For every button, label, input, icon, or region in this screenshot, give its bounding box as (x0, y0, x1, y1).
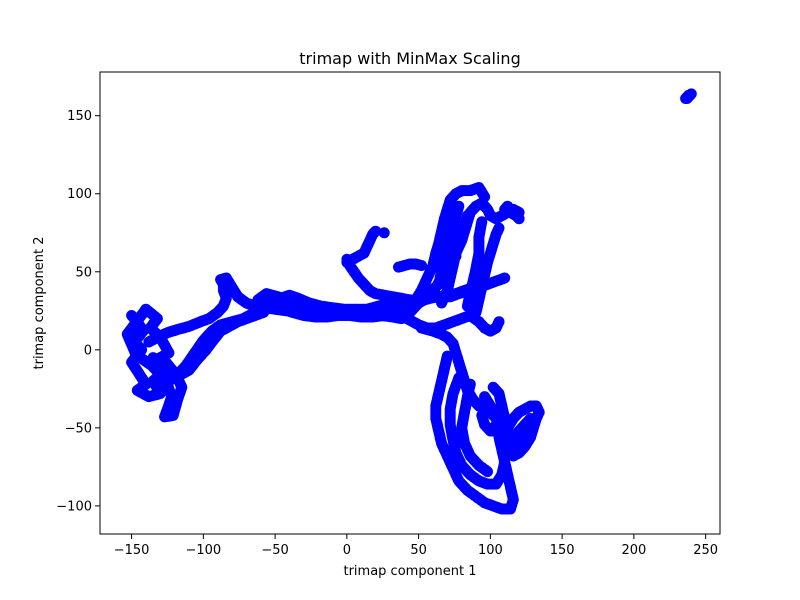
x-axis: −150 −100 −50 0 50 100 150 200 250 (114, 534, 718, 558)
scatter-point (378, 227, 390, 239)
y-tick-label: 50 (75, 265, 92, 280)
scatter-point (398, 303, 410, 315)
scatter-point (370, 225, 382, 237)
scatter-point (493, 316, 505, 328)
x-tick-label: 200 (621, 543, 646, 558)
x-tick-label: 0 (343, 543, 351, 558)
x-tick-label: −100 (185, 543, 221, 558)
scatter-point (493, 222, 505, 234)
scatter-point (416, 260, 427, 271)
x-tick-label: 150 (550, 543, 575, 558)
chart-title: trimap with MinMax Scaling (299, 49, 520, 68)
scatter-point (499, 272, 511, 284)
y-tick-label: 0 (84, 343, 92, 358)
scatter-point (681, 93, 693, 104)
scatter-point (487, 381, 499, 393)
y-tick-label: 100 (67, 187, 92, 202)
y-tick-label: 150 (67, 109, 92, 124)
data-points (121, 88, 697, 515)
x-tick-label: −150 (114, 543, 150, 558)
x-axis-label: trimap component 1 (343, 564, 476, 579)
scatter-point (476, 409, 488, 421)
y-tick-label: −100 (56, 499, 92, 514)
plot-frame (99, 71, 721, 535)
scatter-point (513, 213, 525, 225)
x-tick-label: −50 (261, 543, 288, 558)
scatter-point (476, 216, 488, 228)
scatter-point (461, 210, 473, 222)
x-tick-label: 100 (478, 543, 503, 558)
scatter-point (482, 466, 493, 478)
scatter-point (453, 200, 465, 212)
y-tick-label: −50 (65, 421, 92, 436)
x-tick-label: 50 (410, 543, 427, 558)
x-tick-label: 250 (693, 543, 718, 558)
scatter-point (499, 456, 511, 468)
y-axis-label: trimap component 2 (32, 236, 47, 369)
y-axis: −100 −50 0 50 100 150 (56, 109, 100, 514)
scatter-point (450, 250, 462, 262)
